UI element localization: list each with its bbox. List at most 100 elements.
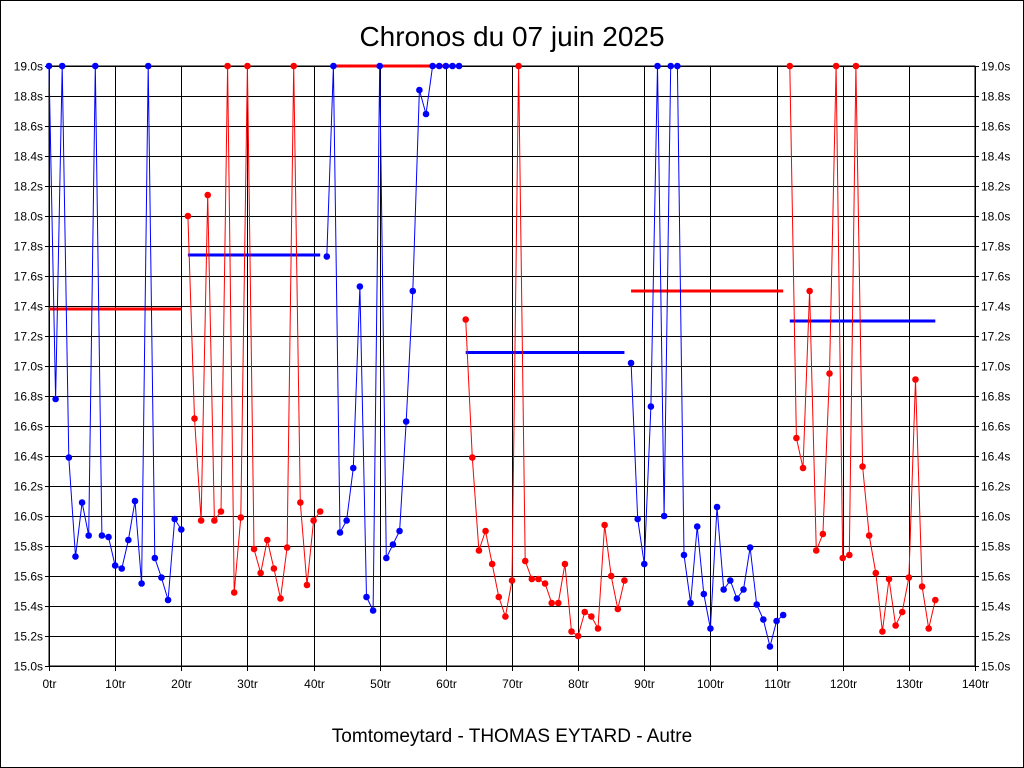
- data-point: [654, 62, 661, 70]
- series-group: [184, 62, 324, 602]
- data-point: [852, 62, 860, 70]
- data-point: [316, 508, 324, 515]
- series-group: [627, 62, 787, 650]
- data-point: [310, 517, 317, 524]
- data-point: [92, 62, 99, 70]
- data-point: [885, 575, 893, 583]
- data-point: [865, 532, 873, 539]
- data-point: [786, 62, 794, 70]
- y-tick-label-right: 18.8s: [981, 90, 1010, 104]
- y-tick-label-left: 15.2s: [14, 630, 43, 644]
- y-tick-label-right: 18.4s: [981, 150, 1010, 164]
- data-point: [230, 589, 238, 596]
- y-tick-label-right: 18.0s: [981, 210, 1010, 224]
- x-tick-label: 30tr: [237, 677, 258, 691]
- x-tick-label: 130tr: [896, 677, 923, 691]
- data-point: [905, 574, 913, 581]
- x-tick-label: 40tr: [304, 677, 325, 691]
- data-point: [270, 565, 278, 572]
- data-point: [237, 514, 245, 521]
- data-point: [707, 625, 714, 632]
- data-point: [667, 62, 675, 70]
- data-point: [98, 532, 106, 539]
- y-tick-label-right: 15.0s: [981, 660, 1010, 674]
- data-point: [740, 586, 747, 593]
- y-tick-label-left: 15.4s: [14, 600, 43, 614]
- data-point: [323, 253, 331, 260]
- data-point: [753, 601, 761, 608]
- y-tick-label-left: 15.6s: [14, 570, 43, 584]
- y-tick-label-right: 15.8s: [981, 540, 1010, 554]
- y-tick-label-right: 17.2s: [981, 330, 1010, 344]
- data-point: [607, 572, 615, 580]
- data-point: [449, 62, 456, 70]
- data-point: [118, 565, 126, 572]
- data-point: [283, 544, 291, 551]
- data-point: [58, 62, 66, 70]
- data-point: [760, 616, 767, 623]
- data-point: [435, 62, 443, 70]
- data-point: [925, 625, 932, 632]
- data-point: [429, 62, 436, 70]
- data-point: [111, 562, 119, 569]
- data-point: [442, 62, 450, 70]
- y-tick-label-right: 17.0s: [981, 360, 1010, 374]
- data-point: [746, 544, 754, 551]
- data-point: [726, 577, 734, 584]
- y-tick-label-left: 18.6s: [14, 120, 43, 134]
- data-point: [204, 191, 212, 199]
- y-tick-label-right: 19.0s: [981, 60, 1010, 74]
- x-tick-label: 60tr: [436, 677, 457, 691]
- data-point: [469, 454, 476, 461]
- y-tick-label-right: 16.2s: [981, 480, 1010, 494]
- tick-label-layer: 0tr 10tr 20tr 30tr 40tr 50tr 60tr 70tr 80tr 90tr 1…: [14, 60, 1011, 692]
- data-point: [257, 569, 264, 577]
- data-point: [78, 499, 86, 506]
- y-tick-label-right: 18.2s: [981, 180, 1010, 194]
- data-point: [402, 418, 410, 425]
- data-point: [521, 557, 529, 565]
- data-point: [680, 551, 688, 559]
- x-tick-label: 70tr: [502, 677, 523, 691]
- data-point: [568, 628, 575, 635]
- data-point: [343, 517, 350, 524]
- data-point: [422, 110, 430, 118]
- data-point: [912, 376, 919, 383]
- data-point: [713, 503, 721, 511]
- data-point: [535, 575, 542, 583]
- data-point: [244, 62, 251, 70]
- data-point: [376, 62, 384, 70]
- x-tick-label: 20tr: [171, 677, 192, 691]
- data-point: [263, 536, 271, 544]
- data-point: [879, 628, 886, 635]
- y-tick-label-right: 16.0s: [981, 510, 1010, 524]
- y-tick-label-right: 15.2s: [981, 630, 1010, 644]
- y-tick-label-left: 16.8s: [14, 390, 43, 404]
- x-tick-label: 100tr: [697, 677, 724, 691]
- data-point: [766, 643, 774, 650]
- series-group: [786, 62, 939, 635]
- x-tick-label: 0tr: [42, 677, 56, 691]
- y-tick-label-left: 16.6s: [14, 420, 43, 434]
- y-tick-label-left: 17.8s: [14, 240, 43, 254]
- series-group: [462, 62, 628, 640]
- data-point: [898, 608, 906, 616]
- x-tick-label: 10tr: [105, 677, 126, 691]
- data-point: [349, 464, 357, 472]
- data-point: [197, 517, 205, 524]
- data-point: [158, 574, 165, 581]
- y-tick-label-left: 16.0s: [14, 510, 43, 524]
- y-tick-label-right: 17.6s: [981, 270, 1010, 284]
- y-tick-label-left: 15.0s: [14, 660, 43, 674]
- data-point: [806, 287, 813, 295]
- data-point: [85, 532, 92, 539]
- data-point: [336, 529, 344, 536]
- data-point: [555, 599, 562, 607]
- data-point: [45, 62, 53, 70]
- data-point: [409, 287, 417, 295]
- y-tick-label-left: 17.4s: [14, 300, 43, 314]
- data-point: [363, 593, 370, 601]
- y-tick-label-right: 16.6s: [981, 420, 1010, 434]
- series-group: [323, 62, 463, 614]
- data-point: [488, 560, 496, 568]
